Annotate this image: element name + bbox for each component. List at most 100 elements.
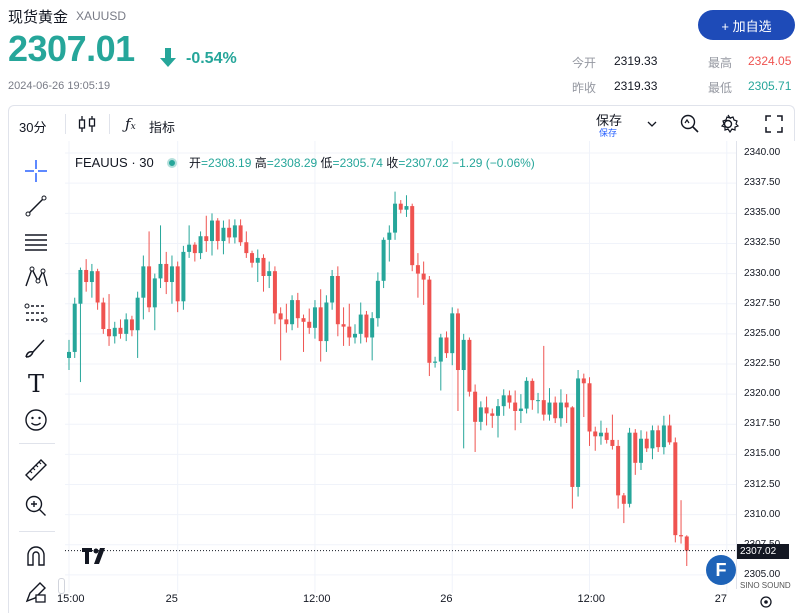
candle[interactable]: [570, 406, 575, 509]
candle[interactable]: [576, 370, 581, 497]
candle[interactable]: [604, 427, 609, 444]
candle[interactable]: [513, 390, 518, 431]
text-icon[interactable]: T: [27, 370, 44, 398]
candle[interactable]: [621, 492, 626, 524]
candle[interactable]: [227, 219, 232, 244]
candle[interactable]: [164, 251, 169, 295]
candle[interactable]: [141, 255, 146, 320]
candle[interactable]: [324, 295, 329, 352]
candle[interactable]: [147, 231, 152, 313]
candle[interactable]: [387, 225, 392, 262]
candle[interactable]: [169, 255, 174, 304]
candle[interactable]: [72, 297, 77, 358]
candle[interactable]: [455, 308, 460, 411]
brush-icon[interactable]: [23, 335, 49, 361]
candle[interactable]: [347, 303, 352, 346]
candle[interactable]: [433, 356, 438, 368]
add-watchlist-button[interactable]: + 加自选: [698, 10, 795, 40]
candle[interactable]: [84, 259, 89, 292]
candle[interactable]: [370, 312, 375, 361]
fullscreen-icon[interactable]: [764, 114, 784, 134]
candle[interactable]: [118, 319, 123, 339]
candle[interactable]: [278, 307, 283, 361]
candle[interactable]: [393, 191, 398, 240]
candle[interactable]: [187, 225, 192, 258]
candle[interactable]: [152, 273, 157, 331]
pattern-icon[interactable]: [23, 264, 49, 290]
candle[interactable]: [633, 429, 638, 475]
candle[interactable]: [484, 396, 489, 426]
candle[interactable]: [564, 394, 569, 424]
candle[interactable]: [238, 219, 243, 246]
candle[interactable]: [107, 294, 112, 346]
crosshair-icon[interactable]: [23, 158, 49, 184]
candle[interactable]: [524, 377, 529, 414]
candle[interactable]: [410, 203, 415, 272]
indicators-button[interactable]: 指标: [149, 120, 176, 135]
candle[interactable]: [473, 384, 478, 452]
candle[interactable]: [427, 275, 432, 377]
save-button[interactable]: 保存: [596, 113, 623, 128]
candle[interactable]: [639, 430, 643, 471]
candle[interactable]: [553, 396, 558, 424]
candle[interactable]: [450, 307, 455, 366]
candle[interactable]: [232, 219, 237, 244]
candle[interactable]: [250, 250, 255, 268]
candle[interactable]: [175, 261, 180, 313]
fx-icon[interactable]: ƒx: [125, 115, 136, 133]
candle[interactable]: [198, 231, 203, 260]
candle[interactable]: [295, 292, 300, 328]
candle[interactable]: [415, 253, 420, 298]
candle[interactable]: [587, 377, 592, 446]
candle[interactable]: [438, 333, 443, 391]
candle[interactable]: [67, 339, 71, 371]
ruler-icon[interactable]: [23, 457, 49, 483]
candle[interactable]: [581, 373, 586, 418]
magnet-icon[interactable]: [23, 543, 49, 569]
interval-selector[interactable]: 30分: [19, 120, 47, 135]
zoom-in-icon[interactable]: [23, 493, 49, 519]
candle[interactable]: [496, 398, 500, 438]
candle[interactable]: [661, 415, 666, 455]
chevron-down-icon[interactable]: [646, 118, 658, 130]
candle[interactable]: [541, 345, 546, 421]
candle[interactable]: [656, 425, 661, 452]
candle[interactable]: [518, 394, 523, 424]
price-axis[interactable]: 2305.002307.502310.002312.502315.002317.…: [736, 141, 795, 589]
candle[interactable]: [593, 426, 598, 451]
candle[interactable]: [558, 389, 563, 427]
candle[interactable]: [124, 313, 129, 342]
time-settings-icon[interactable]: [758, 594, 774, 610]
candle[interactable]: [181, 245, 186, 310]
candle[interactable]: [112, 321, 117, 344]
candle[interactable]: [272, 266, 277, 325]
candle[interactable]: [490, 408, 495, 428]
projection-icon[interactable]: [23, 300, 49, 326]
candle[interactable]: [335, 266, 340, 337]
candlestick-chart[interactable]: [65, 141, 736, 593]
candle[interactable]: [330, 269, 335, 310]
quick-search-icon[interactable]: [679, 113, 701, 135]
candle[interactable]: [312, 300, 317, 339]
candlestick-type-icon[interactable]: [77, 114, 97, 134]
candle[interactable]: [667, 414, 672, 445]
candle[interactable]: [507, 390, 512, 409]
candle[interactable]: [644, 431, 649, 452]
candle[interactable]: [381, 237, 386, 289]
candle[interactable]: [261, 254, 266, 292]
candle[interactable]: [215, 218, 220, 250]
settings-gear-icon[interactable]: [717, 113, 739, 135]
candle[interactable]: [404, 195, 409, 217]
trend-line-icon[interactable]: [23, 193, 49, 219]
candle[interactable]: [267, 261, 272, 289]
toolbar-collapse-handle[interactable]: [58, 578, 65, 594]
candle[interactable]: [284, 303, 289, 333]
candle[interactable]: [301, 314, 306, 352]
candle[interactable]: [610, 414, 615, 450]
candle[interactable]: [129, 315, 134, 337]
candle[interactable]: [353, 324, 357, 344]
candle[interactable]: [135, 291, 140, 358]
candle[interactable]: [536, 392, 541, 414]
emoji-icon[interactable]: [23, 407, 49, 433]
lock-draw-icon[interactable]: [23, 579, 49, 605]
